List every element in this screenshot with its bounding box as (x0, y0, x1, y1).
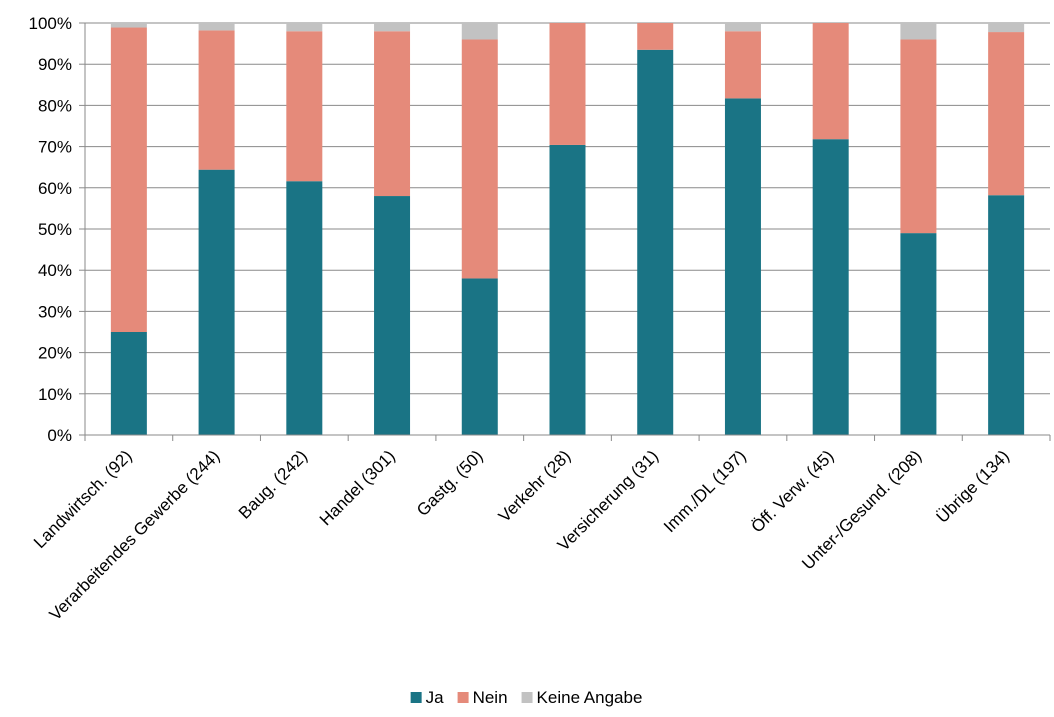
bar-nein (724, 31, 761, 99)
y-tick-label: 60% (38, 179, 72, 198)
x-tick-label: Baug. (242) (235, 446, 311, 522)
x-tick-label: Imm./DL (197) (660, 446, 750, 536)
bar-nein (812, 23, 849, 140)
x-tick-label: Verkehr (28) (495, 446, 575, 526)
bar-nein (374, 31, 411, 197)
x-tick-label: Verarbeitendes Gewerbe (244) (46, 446, 224, 624)
y-tick-label: 20% (38, 344, 72, 363)
y-tick-label: 90% (38, 55, 72, 74)
bar-ja (198, 169, 235, 435)
bar-nein (549, 23, 586, 145)
bar-ja (286, 181, 323, 435)
x-tick-label: Handel (301) (316, 446, 399, 529)
legend-swatch (457, 692, 469, 703)
bar-keine-angabe (110, 23, 147, 28)
bar-ja (812, 139, 849, 435)
x-tick-label: Übrige (134) (933, 446, 1013, 526)
legend-swatch (521, 692, 533, 703)
bar-keine-angabe (900, 23, 937, 40)
bar-keine-angabe (198, 23, 235, 31)
bar-nein (988, 32, 1025, 196)
x-tick-labels: Landwirtsch. (92)Verarbeitendes Gewerbe … (30, 446, 1013, 624)
y-tick-label: 0% (47, 426, 72, 445)
bar-ja (549, 144, 586, 435)
bar-ja (988, 195, 1025, 435)
bar-ja (110, 332, 147, 435)
bar-keine-angabe (461, 23, 498, 40)
axes (79, 22, 1051, 441)
legend: Ja Nein Keine Angabe (410, 688, 643, 707)
y-tick-label: 80% (38, 96, 72, 115)
y-tick-label: 10% (38, 385, 72, 404)
bar-keine-angabe (988, 23, 1025, 33)
bar-ja (461, 278, 498, 435)
x-tick-label: Öff. Verw. (45) (747, 446, 837, 536)
bar-keine-angabe (286, 23, 323, 32)
x-tick-label: Gastg. (50) (413, 446, 487, 520)
bar-ja (374, 196, 411, 435)
y-tick-label: 70% (38, 138, 72, 157)
legend-swatch (410, 692, 422, 703)
bar-nein (637, 23, 674, 50)
bar-nein (198, 30, 235, 170)
bar-nein (286, 31, 323, 182)
y-tick-label: 40% (38, 261, 72, 280)
bar-ja (900, 233, 937, 435)
bar-nein (110, 27, 147, 332)
bar-nein (461, 39, 498, 279)
y-tick-labels: 0% 10% 20% 30% 40% 50% 60% 70% 80% 90% 100% (29, 14, 72, 445)
bars (110, 23, 1025, 435)
bar-nein (900, 39, 937, 234)
y-tick-label: 30% (38, 302, 72, 321)
bar-keine-angabe (724, 23, 761, 32)
legend-label: Nein (473, 688, 508, 707)
legend-label: Keine Angabe (537, 688, 643, 707)
bar-ja (637, 49, 674, 435)
y-tick-label: 100% (29, 14, 72, 33)
y-tick-label: 50% (38, 220, 72, 239)
bar-keine-angabe (374, 23, 411, 32)
bar-ja (724, 98, 761, 435)
legend-label: Ja (426, 688, 445, 707)
